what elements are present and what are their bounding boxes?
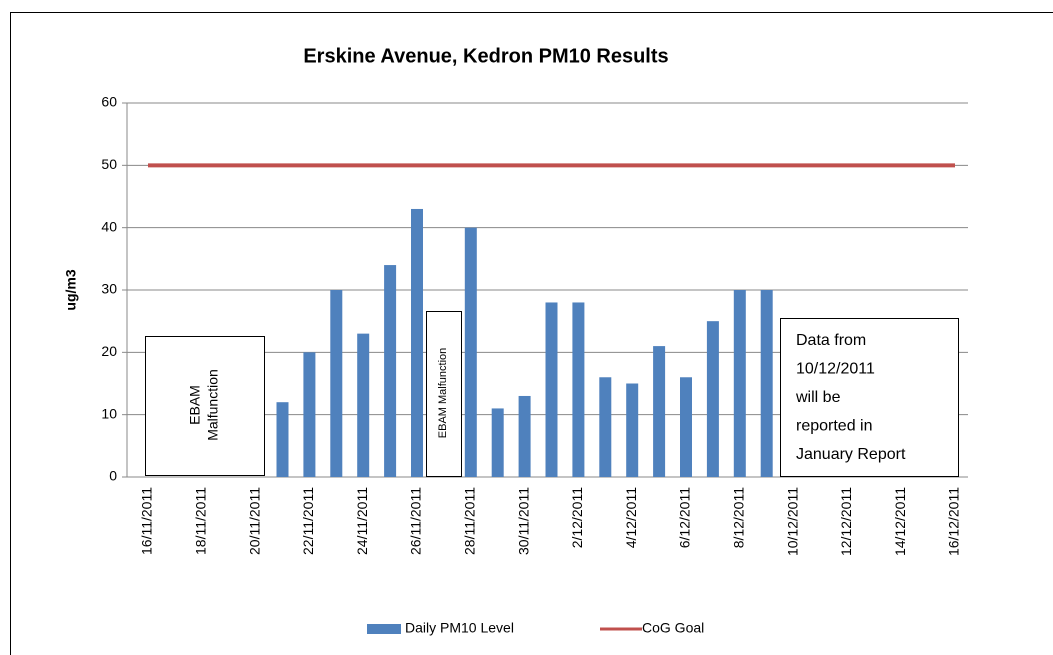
y-tick-label: 10 (101, 405, 117, 421)
bar (303, 352, 316, 477)
annotation-text: will be (795, 389, 841, 406)
x-tick-label: 12/12/2011 (838, 487, 854, 556)
annotation-box (426, 311, 462, 477)
x-tick-label: 28/11/2011 (462, 487, 478, 555)
y-tick-label: 60 (101, 94, 117, 110)
bar (464, 227, 477, 477)
y-axis-label: ug/m3 (63, 269, 79, 310)
chart-title: Erskine Avenue, Kedron PM10 Results (303, 45, 668, 67)
annotation-text: EBAM Malfunction (437, 348, 449, 438)
x-tick-label: 16/12/2011 (946, 487, 962, 556)
bar (653, 346, 666, 477)
annotation-text: Malfunction (205, 369, 221, 441)
bar (384, 265, 397, 477)
annotation-text: January Report (796, 446, 906, 463)
x-tick-label: 14/12/2011 (892, 487, 908, 556)
bar (411, 208, 423, 477)
y-tick-label: 0 (109, 468, 117, 484)
x-tick-label: 8/12/2011 (731, 487, 747, 548)
annotation-text: 10/12/2011 (796, 361, 875, 378)
bar (626, 383, 639, 477)
x-tick-label: 2/12/2011 (569, 487, 585, 548)
bar (680, 377, 692, 477)
x-tick-label: 10/12/2011 (784, 487, 800, 556)
x-tick-label: 6/12/2011 (677, 487, 693, 548)
x-tick-label: 30/11/2011 (515, 487, 531, 555)
y-tick-label: 50 (101, 156, 117, 172)
bar (276, 402, 289, 477)
bar (572, 302, 585, 477)
x-tick-label: 26/11/2011 (408, 487, 424, 555)
x-tick-label: 20/11/2011 (246, 487, 262, 555)
annotation-text: Data from (796, 332, 866, 349)
annotation-text: EBAM (187, 385, 203, 425)
bar (733, 290, 746, 477)
x-tick-label: 4/12/2011 (623, 487, 639, 548)
legend-label: CoG Goal (642, 620, 704, 636)
annotation-box (780, 318, 959, 477)
annotation-box (145, 336, 265, 476)
bar (357, 333, 370, 477)
y-tick-label: 20 (101, 343, 117, 359)
bar (545, 302, 558, 477)
legend-label: Daily PM10 Level (405, 620, 514, 636)
bar (599, 377, 612, 477)
x-tick-label: 18/11/2011 (193, 487, 209, 555)
bar (706, 321, 719, 477)
x-tick-label: 22/11/2011 (300, 487, 316, 555)
bar (330, 290, 343, 477)
x-tick-label: 24/11/2011 (354, 487, 370, 555)
bar (518, 395, 531, 477)
y-tick-label: 40 (101, 218, 117, 234)
legend-swatch (367, 624, 401, 634)
bar (760, 290, 773, 477)
annotation-text: reported in (796, 418, 873, 435)
bar (491, 408, 504, 477)
y-tick-label: 30 (101, 281, 117, 297)
x-tick-label: 16/11/2011 (139, 487, 155, 555)
